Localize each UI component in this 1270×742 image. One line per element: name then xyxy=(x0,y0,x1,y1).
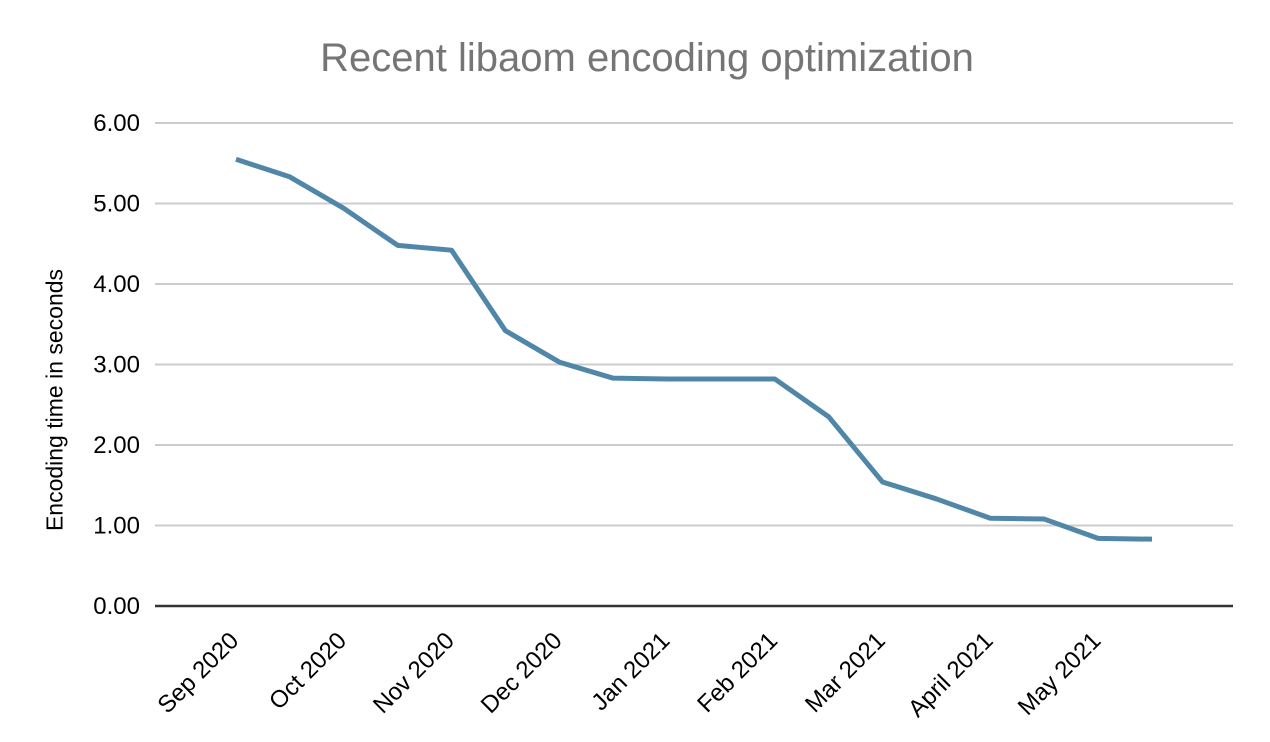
x-tick-label: April 2021 xyxy=(903,627,999,723)
encoding-time-line xyxy=(235,156,1153,542)
x-tick-label: Oct 2020 xyxy=(264,627,352,715)
y-axis-title: Encoding time in seconds xyxy=(41,268,68,532)
y-tick-label: 2.00 xyxy=(93,432,140,459)
x-tick-label: Dec 2020 xyxy=(476,627,568,719)
x-tick-label: Jan 2021 xyxy=(586,627,675,716)
x-tick-label: May 2021 xyxy=(1013,627,1107,721)
y-tick-label: 6.00 xyxy=(93,110,140,137)
chart-title: Recent libaom encoding optimization xyxy=(320,36,974,80)
x-tick-label: Feb 2021 xyxy=(692,627,783,718)
x-tick-label: Nov 2020 xyxy=(368,627,460,719)
y-tick-label: 0.00 xyxy=(93,593,140,620)
x-tick-label: Mar 2021 xyxy=(800,627,891,718)
y-tick-label: 1.00 xyxy=(93,513,140,540)
x-tick-label: Sep 2020 xyxy=(152,627,244,719)
y-tick-label: 5.00 xyxy=(93,191,140,218)
y-tick-label: 3.00 xyxy=(93,352,140,379)
y-tick-label: 4.00 xyxy=(93,271,140,298)
